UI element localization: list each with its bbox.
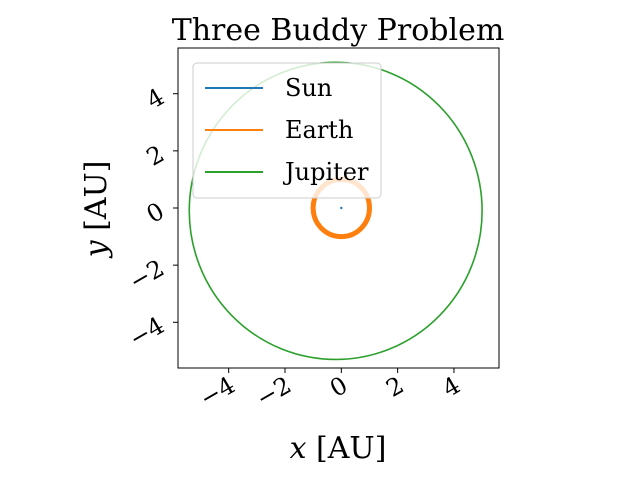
chart-title: Three Buddy Problem: [172, 13, 505, 48]
x-tick-label: −2: [251, 371, 296, 413]
x-tick-label: −4: [195, 371, 240, 413]
legend: Sun Earth Jupiter: [192, 62, 382, 199]
y-axis-label: y [AU]: [79, 161, 114, 260]
legend-label-sun: Sun: [285, 74, 332, 102]
y-tick-label: −4: [124, 311, 169, 353]
y-tick-label: 4: [142, 83, 169, 115]
series-jupiter-orbit: [188, 61, 483, 361]
x-tick-label: 0: [325, 371, 352, 403]
x-tick-label: 4: [438, 371, 465, 403]
series-sun-point: [340, 206, 343, 210]
x-tick-label: 2: [381, 371, 408, 403]
x-axis-label: x [AU]: [290, 431, 387, 466]
y-axis-variable: y: [79, 239, 114, 259]
y-tick-label: −2: [124, 254, 169, 296]
legend-label-earth: Earth: [285, 116, 353, 144]
y-axis-ticks: −4 −2 0 2 4: [124, 83, 178, 353]
legend-box: [192, 62, 382, 199]
y-axis-unit: [AU]: [79, 161, 114, 231]
x-axis-variable: x: [290, 431, 307, 466]
x-axis-ticks: −4 −2 0 2 4: [195, 368, 465, 413]
legend-label-jupiter: Jupiter: [282, 158, 369, 186]
y-tick-label: 2: [142, 140, 169, 172]
y-tick-label: 0: [142, 197, 169, 229]
x-axis-unit: [AU]: [316, 431, 386, 466]
